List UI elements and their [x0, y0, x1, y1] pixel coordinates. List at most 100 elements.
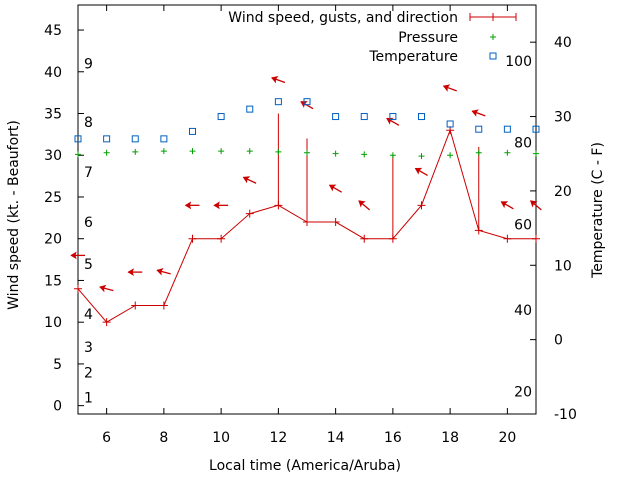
beaufort-label: 6	[84, 215, 93, 231]
pressure-point	[132, 148, 139, 155]
pressure-point	[447, 152, 454, 159]
wind-speed-point	[503, 234, 512, 243]
arrow-head	[70, 251, 77, 260]
beaufort-label: 1	[84, 390, 93, 406]
pressure-point	[389, 152, 396, 159]
arrow-head	[328, 184, 337, 192]
temperature-point	[360, 113, 368, 121]
arrow-head	[414, 167, 423, 175]
arrow-head	[242, 176, 251, 184]
temperature-point	[303, 98, 311, 106]
wind-speed-point	[274, 201, 283, 210]
wind-speed-point	[217, 234, 226, 243]
pressure-point	[75, 151, 81, 158]
wind-direction-arrow	[156, 268, 171, 276]
y2-tick-label: 10	[554, 258, 572, 274]
pressure-point	[246, 148, 253, 155]
wind-direction-arrow	[530, 200, 542, 211]
temperature-point	[475, 125, 483, 133]
y2-tick-label: 20	[554, 184, 572, 200]
wind-speed-point	[331, 218, 340, 227]
pressure-point	[332, 150, 339, 157]
arrow-head	[184, 201, 192, 210]
x-tick-label: 16	[384, 430, 402, 446]
arrow-head	[442, 84, 451, 92]
pressure-point	[304, 149, 310, 156]
beaufort-label: 8	[84, 115, 93, 131]
wind-direction-arrow	[328, 184, 343, 193]
chart-axes	[77, 4, 537, 415]
y-axis-label: Wind speed (kt. - Beaufort)	[6, 120, 22, 310]
temperature-point	[532, 125, 540, 133]
temperature-point	[217, 113, 225, 121]
wind-direction-arrow	[386, 117, 400, 126]
wind-speed-point	[245, 209, 254, 218]
pressure-point	[160, 148, 167, 155]
wind-direction-arrow	[242, 176, 257, 184]
wind-direction-arrow	[414, 167, 428, 177]
y2-tick-label: 40	[554, 35, 572, 51]
arrow-head	[358, 200, 366, 208]
y-tick-label: 15	[44, 273, 62, 289]
y-tick-label: 30	[44, 148, 62, 164]
arrow-head	[213, 201, 220, 210]
fahrenheit-label: 60	[514, 217, 532, 233]
fahrenheit-label: 20	[514, 385, 532, 401]
beaufort-label: 2	[84, 365, 93, 381]
wind-speed-point	[102, 318, 111, 327]
fahrenheit-label: 80	[514, 136, 532, 152]
pressure-point	[475, 149, 482, 156]
temperature-point	[274, 98, 282, 106]
y-tick-label: 25	[44, 190, 62, 206]
chart-legend: Wind speed, gusts, and direction Pressure…	[228, 10, 517, 65]
wind-speed-point	[159, 301, 168, 310]
pressure-point	[103, 149, 110, 156]
temperature-point	[131, 135, 139, 143]
plot-frame	[77, 4, 537, 415]
pressure-point	[361, 151, 368, 158]
wind-speed-point	[131, 301, 140, 310]
wind-speed-point	[474, 226, 483, 235]
temperature-point	[332, 113, 340, 121]
temperature-point	[103, 135, 111, 143]
temperature-point	[418, 113, 425, 121]
wind-speed-point	[74, 284, 82, 293]
arrow-head	[471, 109, 479, 117]
temperature-point	[160, 135, 168, 143]
beaufort-label: 9	[84, 56, 93, 72]
wind-direction-arrow	[99, 284, 114, 293]
y-tick-label: 5	[53, 357, 62, 373]
wind-speed-point	[446, 126, 455, 135]
y-tick-label: 45	[44, 23, 62, 39]
arrow-head	[300, 101, 308, 108]
x-axis-label: Local time (America/Aruba)	[209, 458, 401, 474]
y-tick-label: 0	[53, 399, 62, 415]
wind-direction-arrow	[358, 200, 371, 211]
wind-speed-point	[360, 234, 369, 243]
y-tick-label: 20	[44, 232, 62, 248]
y2-tick-label: 0	[554, 333, 563, 349]
wind-direction-arrow	[271, 76, 286, 84]
y2-axis-label: Temperature (C - F)	[590, 142, 606, 279]
arrow-head	[500, 201, 509, 209]
arrow-head	[530, 200, 538, 208]
legend-swatch-temperature	[489, 52, 497, 60]
arrow-head	[156, 268, 164, 276]
temperature-point	[503, 125, 511, 133]
legend-swatch-pressure	[490, 34, 496, 40]
y-tick-label: 40	[44, 65, 62, 81]
wind-direction-arrow	[184, 201, 200, 210]
beaufort-label: 4	[84, 307, 93, 323]
wind-speed-point	[532, 234, 540, 243]
x-tick-label: 6	[102, 430, 111, 446]
pressure-point	[218, 148, 225, 155]
pressure-point	[275, 148, 282, 155]
wind-direction-arrow	[127, 268, 143, 277]
wind-direction-arrow	[500, 201, 514, 210]
beaufort-label: 5	[84, 257, 93, 273]
series-wind	[70, 76, 542, 327]
wind-direction-arrow	[213, 201, 229, 210]
series-temperature	[74, 98, 540, 143]
x-tick-label: 8	[159, 430, 168, 446]
